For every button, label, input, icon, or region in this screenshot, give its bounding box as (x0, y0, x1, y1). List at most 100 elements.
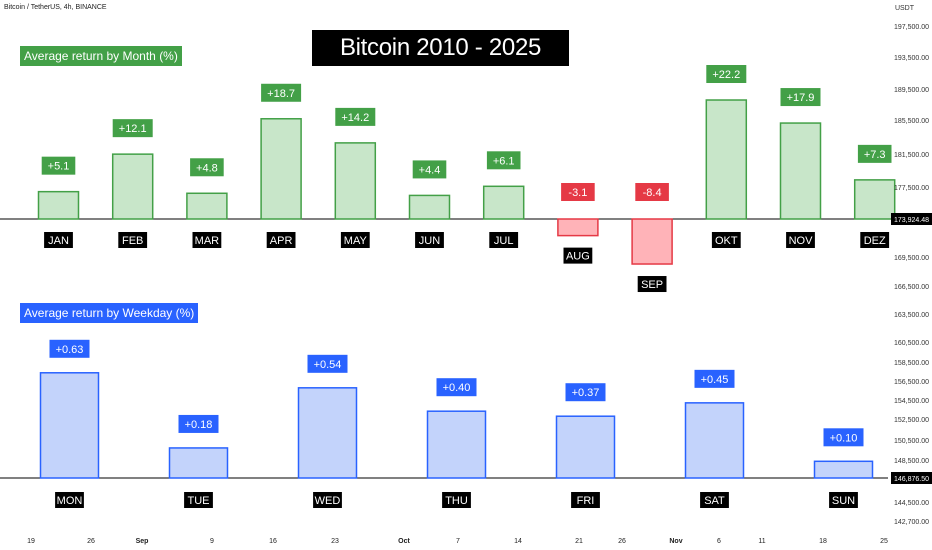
time-tick-label: 18 (819, 538, 827, 545)
month-section-title: Average return by Month (%) (20, 46, 182, 66)
month-bar-nov (779, 122, 822, 220)
weekday-bar-thu (426, 410, 487, 479)
time-tick-label: 14 (514, 538, 522, 545)
price-tick-highlight-bg-17 (891, 472, 932, 484)
weekday-category-fri-bg (571, 492, 600, 508)
weekday-bar-sat (684, 402, 745, 479)
month-bar-may (334, 142, 377, 220)
weekday-value-label-sun-bg (823, 428, 864, 447)
weekday-category-mon: MON (57, 495, 83, 507)
weekday-category-tue: TUE (188, 495, 210, 507)
month-category-apr: APR (270, 235, 293, 247)
weekday-value-label-sat: +0.45 (701, 374, 729, 386)
chart-title: Bitcoin 2010 - 2025 Statistics (312, 30, 569, 97)
month-value-label-sep-bg (635, 183, 669, 201)
month-value-label-apr: +18.7 (267, 88, 295, 100)
month-value-label-sep: -8.4 (643, 187, 662, 199)
month-value-label-jun: +4.4 (419, 164, 441, 176)
price-tick-label: 158,500.00 (894, 360, 929, 367)
month-value-label-okt-bg (706, 65, 747, 84)
time-tick-label: 19 (27, 538, 35, 545)
time-tick-label: 26 (87, 538, 95, 545)
month-bar-mar (186, 192, 228, 220)
month-category-dez: DEZ (864, 235, 886, 247)
weekday-bar-fri (555, 415, 616, 479)
month-value-label-jun-bg (412, 160, 447, 179)
weekday-category-sat-bg (700, 492, 729, 508)
weekday-value-label-tue-bg (178, 414, 219, 433)
month-value-label-feb: +12.1 (119, 123, 147, 135)
price-tick-label: 154,500.00 (894, 398, 929, 405)
weekday-section-title: Average return by Weekday (%) (20, 303, 199, 323)
time-tick-label: Nov (669, 538, 682, 545)
time-tick-label: 7 (456, 538, 460, 545)
time-tick-label: 6 (717, 538, 721, 545)
month-category-sep-bg (637, 276, 667, 293)
price-unit: USDT (894, 5, 914, 12)
month-value-label-nov-bg (780, 88, 821, 107)
month-bar-dez (853, 179, 896, 220)
time-tick-label: 23 (331, 538, 339, 545)
month-value-label-jul: +6.1 (493, 155, 515, 167)
price-tick-label: 148,500.00 (894, 458, 929, 465)
price-tick-label: 142,700.00 (894, 519, 929, 526)
weekday-value-label-wed: +0.54 (314, 359, 342, 371)
month-category-aug-bg (563, 247, 593, 264)
price-tick-label: 166,500.00 (894, 284, 929, 291)
month-value-label-may: +14.2 (341, 112, 369, 124)
weekday-category-sun-bg (829, 492, 858, 508)
month-category-jun: JUN (419, 235, 440, 247)
price-tick-label: 163,500.00 (894, 312, 929, 319)
symbol-header: Bitcoin / TetherUS, 4h, BINANCE (4, 4, 107, 11)
month-value-label-dez-bg (857, 144, 892, 163)
time-tick-label: 16 (269, 538, 277, 545)
weekday-value-label-mon: +0.63 (56, 344, 84, 356)
weekday-value-label-mon-bg (49, 339, 90, 358)
month-category-may: MAY (344, 235, 368, 247)
month-bar-jul (482, 185, 525, 220)
weekday-category-tue-bg (184, 492, 213, 508)
month-bar-sep (631, 218, 673, 265)
weekday-bar-wed (297, 387, 358, 479)
month-category-jan-bg (44, 232, 73, 248)
month-category-jul-bg (489, 232, 519, 248)
month-value-label-jan-bg (41, 156, 76, 175)
time-tick-label: 21 (575, 538, 583, 545)
weekday-bar-tue (168, 447, 229, 479)
month-bar-okt (705, 99, 748, 220)
price-tick-label: 193,500.00 (894, 55, 929, 62)
month-value-label-jul-bg (486, 151, 521, 170)
weekday-category-sun: SUN (832, 495, 855, 507)
weekday-category-sat: SAT (704, 495, 725, 507)
month-value-label-aug-bg (561, 183, 595, 201)
month-category-nov-bg (786, 232, 815, 248)
month-category-feb: FEB (122, 235, 143, 247)
weekday-bar-mon (39, 372, 100, 479)
weekday-category-wed: WED (315, 495, 341, 507)
time-tick-label: 11 (758, 538, 765, 545)
month-value-label-dez: +7.3 (864, 149, 886, 161)
price-tick-label: 152,500.00 (894, 417, 929, 424)
month-bar-jun (408, 194, 451, 220)
price-tick-label: 156,500.00 (894, 379, 929, 386)
weekday-value-label-sun: +0.10 (830, 432, 858, 444)
month-category-sep: SEP (641, 279, 663, 291)
weekday-bar-sun (813, 460, 874, 479)
weekday-value-label-tue: +0.18 (185, 419, 213, 431)
weekday-value-label-sat-bg (694, 369, 735, 388)
time-tick-label: 25 (880, 538, 888, 545)
month-category-apr-bg (266, 232, 296, 248)
price-tick-label: 181,500.00 (894, 152, 929, 159)
month-category-okt: OKT (715, 235, 738, 247)
month-value-label-jan: +5.1 (48, 161, 70, 173)
price-tick-label: 173,924.48 (894, 217, 929, 224)
weekday-category-thu-bg (442, 492, 471, 508)
weekday-value-label-fri: +0.37 (572, 387, 600, 399)
month-category-mar-bg (192, 232, 222, 248)
month-bar-feb (111, 153, 154, 220)
month-category-dez-bg (860, 232, 890, 248)
month-category-jun-bg (415, 232, 444, 248)
price-tick-label: 197,500.00 (894, 24, 929, 31)
